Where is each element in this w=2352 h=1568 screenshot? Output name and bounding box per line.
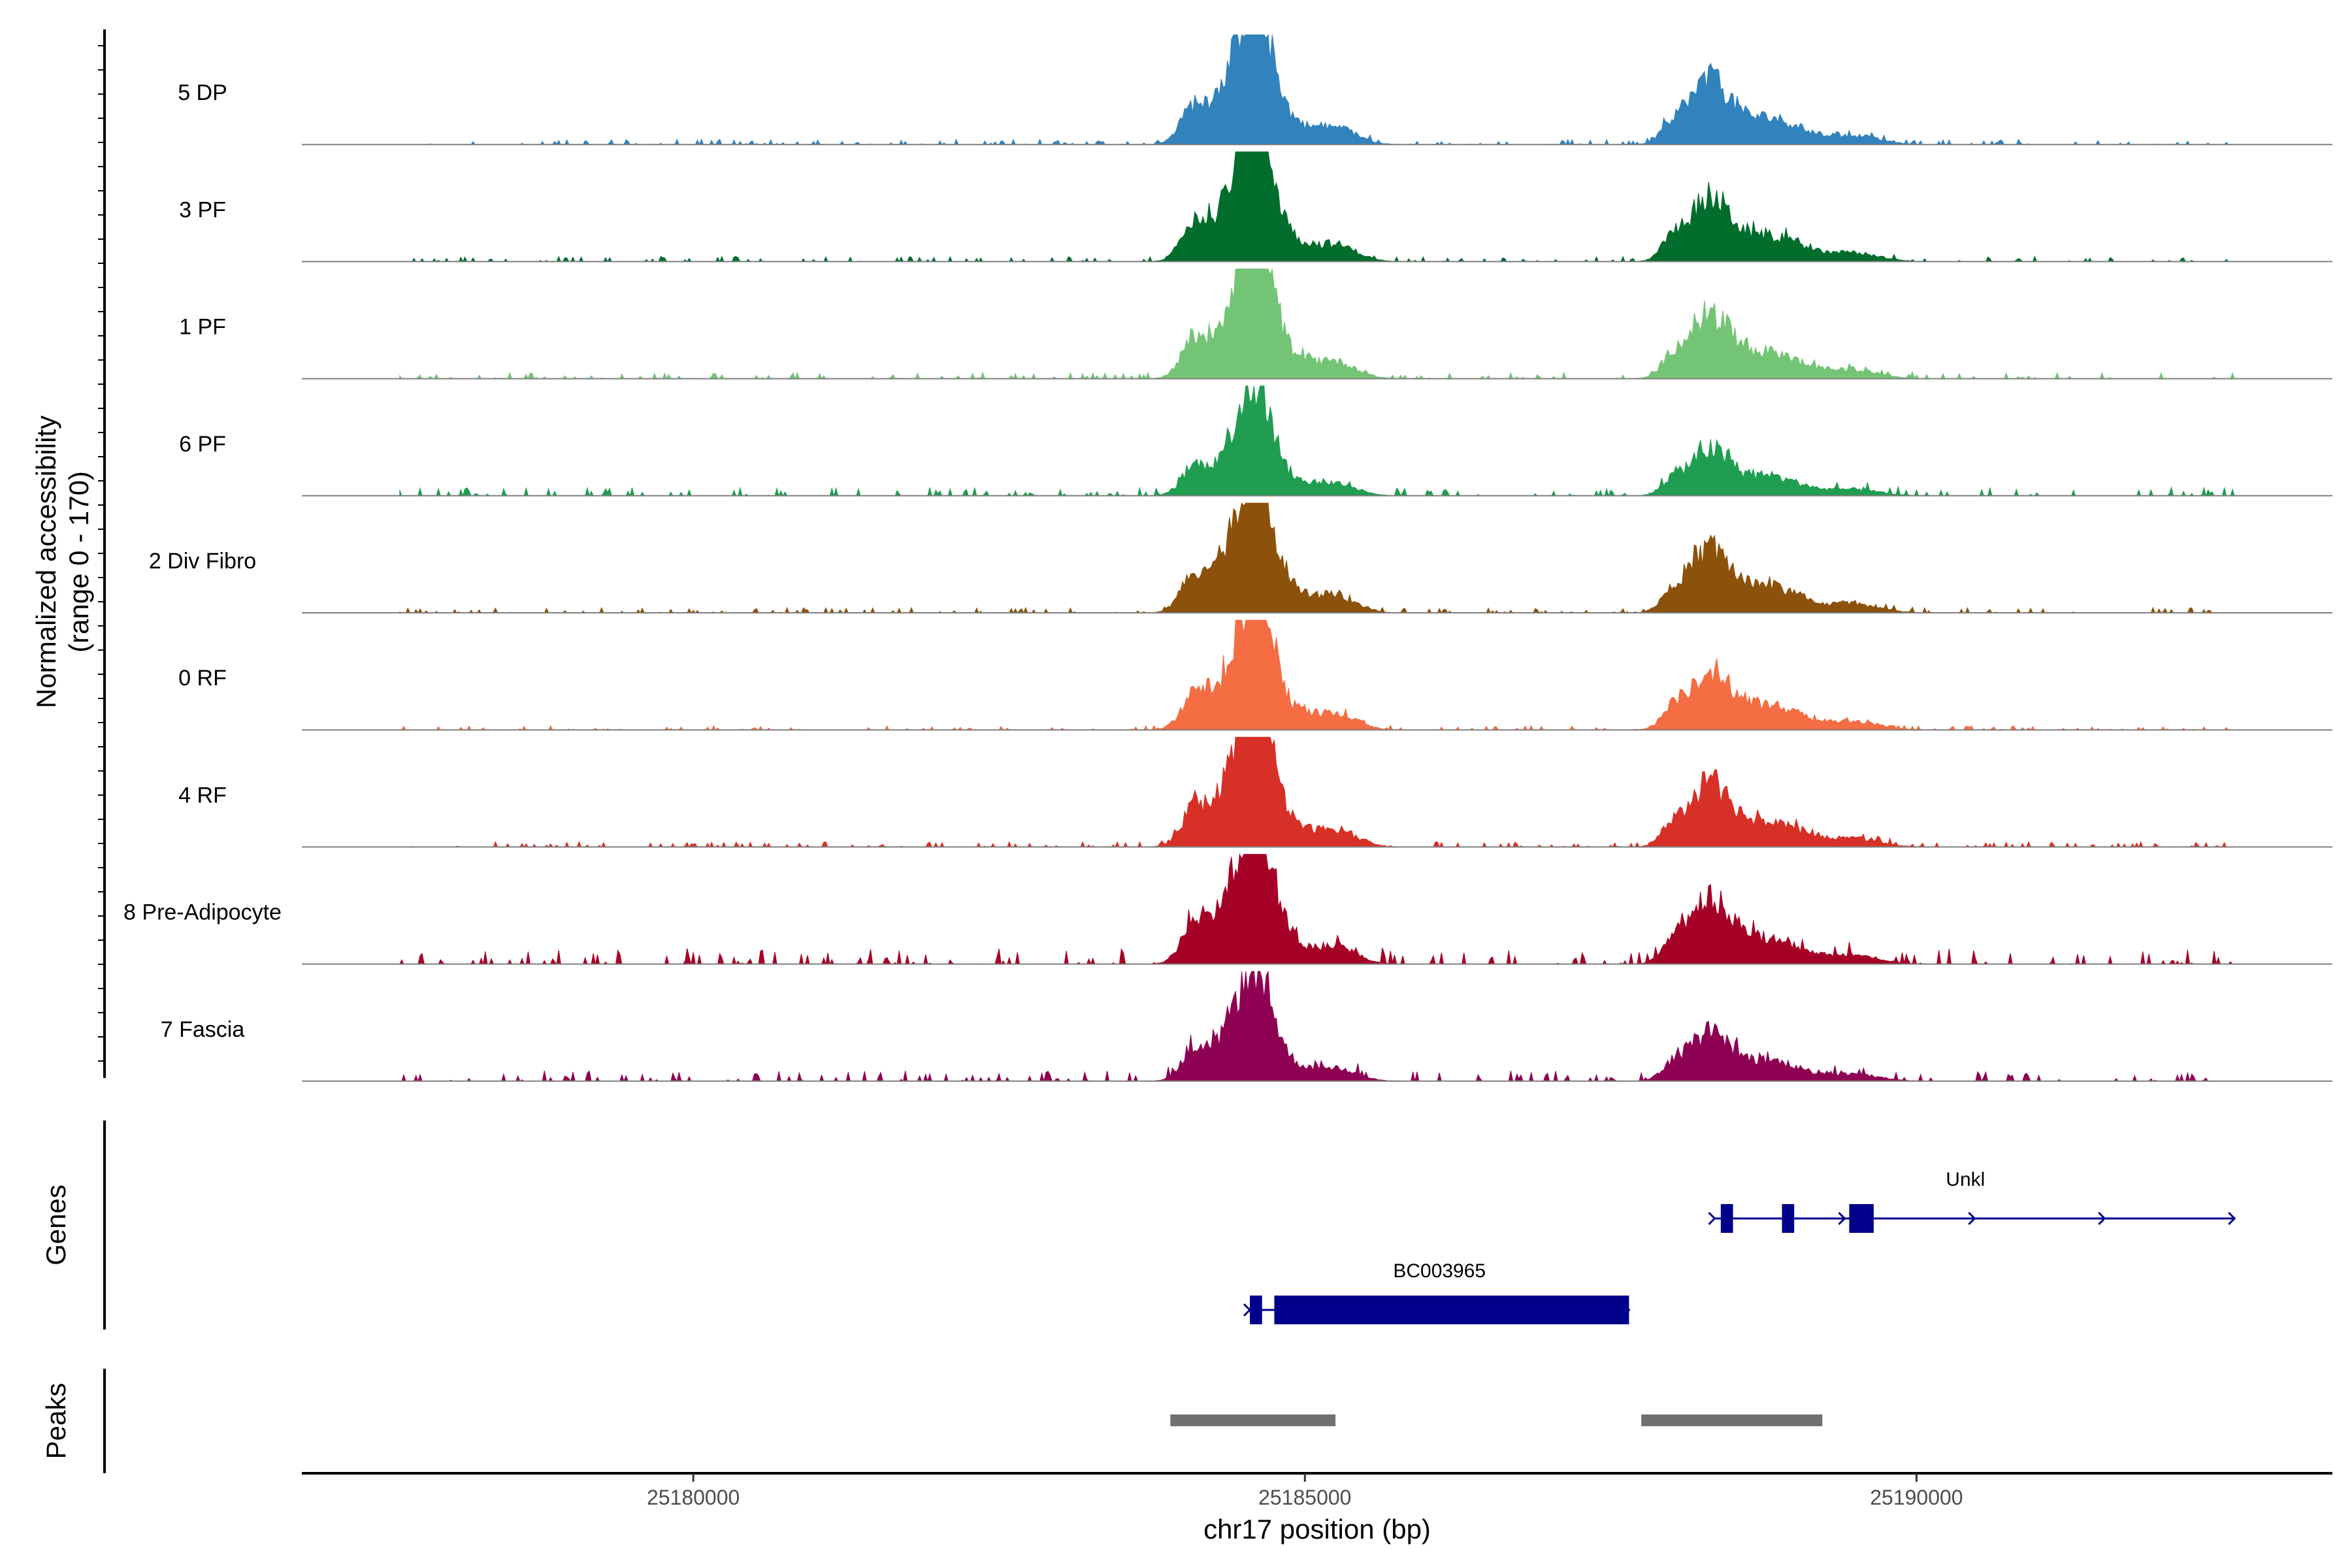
y-axis-title-line2: (range 0 - 170) <box>63 471 94 653</box>
track-6-pf: 6 PF <box>179 385 2332 497</box>
gene-strand-arrow <box>1838 1211 1846 1226</box>
track-label: 8 Pre-Adipocyte <box>123 900 282 925</box>
gene-strand-arrow <box>2098 1211 2106 1226</box>
gene-label: Unkl <box>1946 1169 1985 1190</box>
gene-label: BC003965 <box>1393 1260 1486 1282</box>
track-0-rf: 0 RF <box>178 619 2332 731</box>
track-label: 7 Fascia <box>161 1017 245 1042</box>
track-1-pf: 1 PF <box>179 269 2332 380</box>
track-8-pre-adipocyte: 8 Pre-Adipocyte <box>123 853 2332 966</box>
peaks-panel <box>1170 1414 1823 1426</box>
gene-strand-arrow <box>1968 1211 1976 1226</box>
track-label: 5 DP <box>178 80 227 105</box>
track-label: 4 RF <box>178 783 227 808</box>
track-label: 0 RF <box>178 666 227 691</box>
coverage-y-axis-ticks <box>98 45 105 1062</box>
x-axis-ticks: 25180000 25185000 25190000 <box>647 1473 1963 1509</box>
track-label: 2 Div Fibro <box>149 549 256 574</box>
gene-strand-arrow <box>2228 1211 2236 1226</box>
track-7-fascia: 7 Fascia <box>161 971 2332 1083</box>
peak-region <box>1641 1414 1823 1426</box>
track-4-rf: 4 RF <box>178 736 2332 848</box>
genes-panel: Unkl BC003965 <box>1243 1169 2236 1324</box>
gene-strand-arrow <box>1708 1211 1716 1226</box>
gene-exon <box>1274 1296 1629 1324</box>
y-axis-title: Normalized accessibility (range 0 - 170) <box>31 416 94 708</box>
track-2-div-fibro: 2 Div Fibro <box>149 502 2332 614</box>
track-label: 6 PF <box>179 432 226 457</box>
x-tick-label: 25190000 <box>1870 1486 1963 1509</box>
gene-strand-arrow <box>1243 1303 1252 1317</box>
genes-panel-title: Genes <box>41 1184 71 1266</box>
y-axis-title-line1: Normalized accessibility <box>31 416 61 708</box>
peaks-panel-title: Peaks <box>41 1383 71 1460</box>
x-axis-title: chr17 position (bp) <box>1203 1514 1431 1544</box>
track-5-dp: 5 DP <box>178 33 2332 146</box>
gene-exon <box>1849 1204 1874 1233</box>
gene-unkl: Unkl <box>1708 1169 2236 1233</box>
coverage-tracks: 5 DP 3 PF 1 PF 6 PF 2 Div Fibro 0 RF 4 RF 8 Pre… <box>123 33 2332 1083</box>
gene-exon <box>1250 1296 1262 1324</box>
track-3-pf: 3 PF <box>179 151 2332 263</box>
peak-region <box>1170 1414 1336 1426</box>
gene-exon <box>1720 1204 1733 1233</box>
track-label: 3 PF <box>179 197 226 222</box>
gene-bc003965: BC003965 <box>1243 1260 1631 1324</box>
x-tick-label: 25185000 <box>1258 1486 1351 1509</box>
x-tick-label: 25180000 <box>647 1486 740 1509</box>
gene-exon <box>1782 1204 1795 1233</box>
track-label: 1 PF <box>179 315 226 340</box>
